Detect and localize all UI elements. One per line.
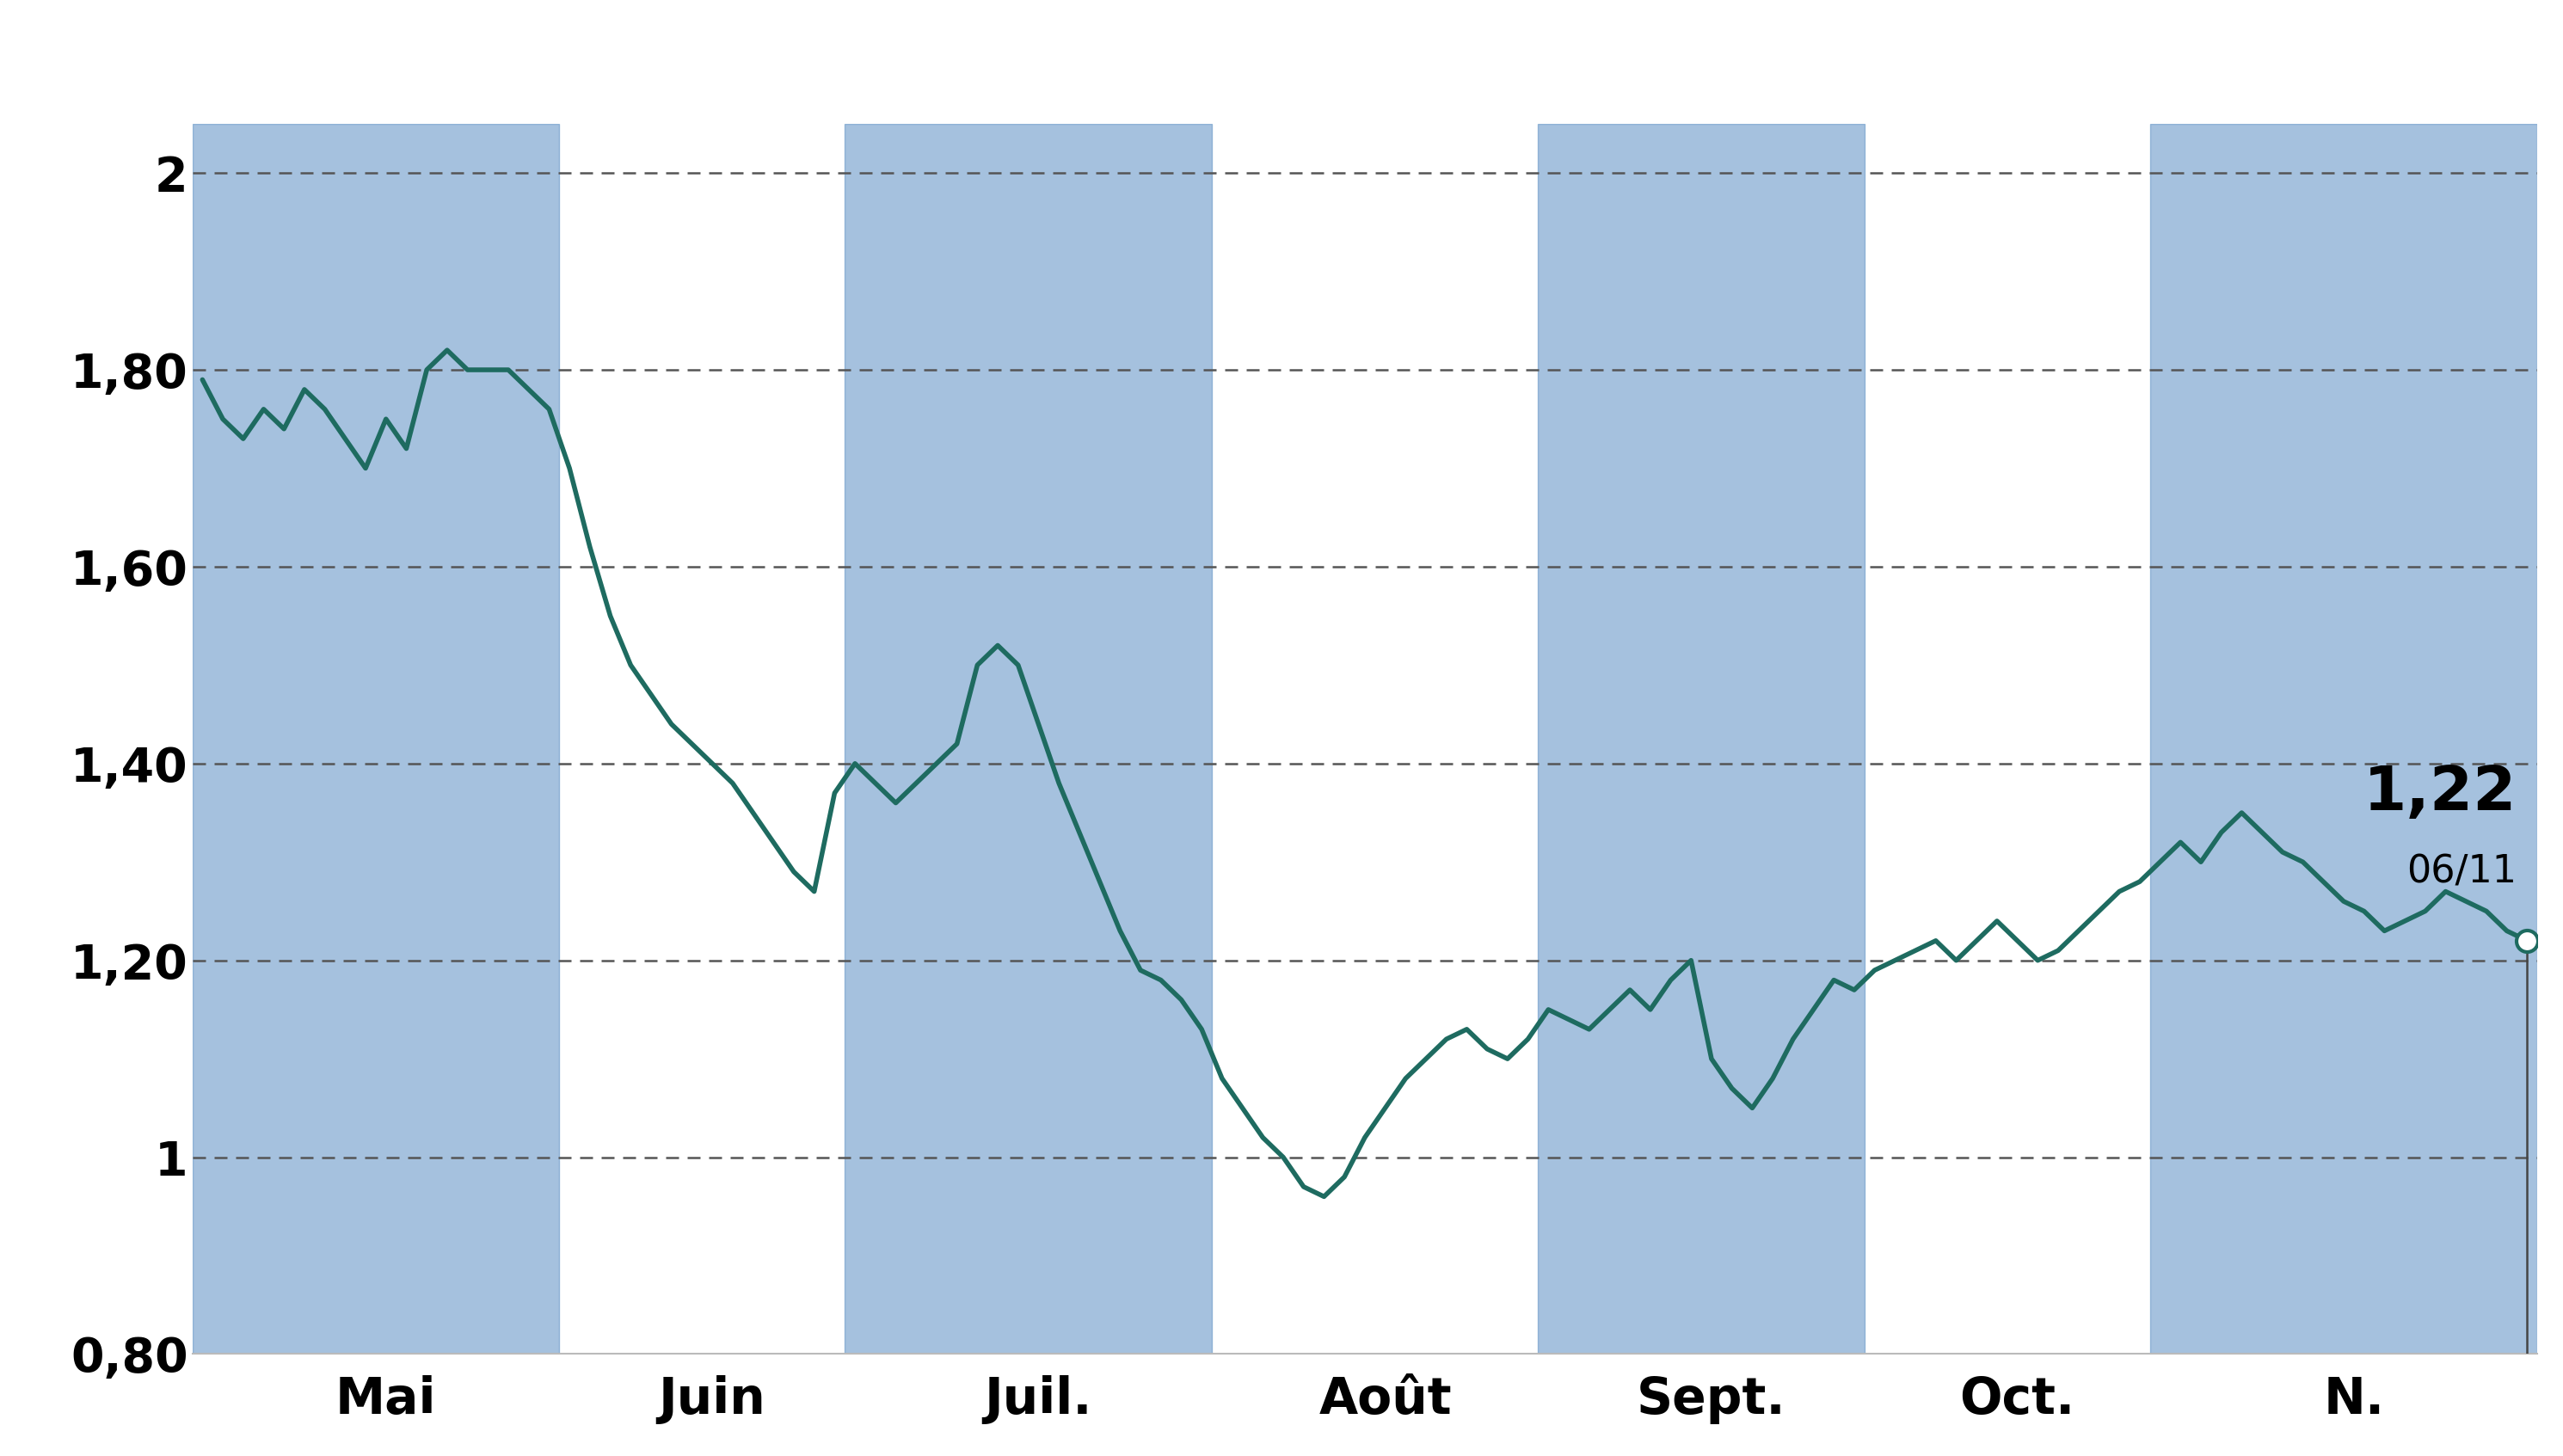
Bar: [192, 124, 559, 1354]
Text: 06/11: 06/11: [2407, 853, 2517, 890]
Text: Ur-Energy Inc.: Ur-Energy Inc.: [953, 7, 1610, 87]
Bar: [2150, 124, 2537, 1354]
Text: 1,22: 1,22: [2363, 763, 2517, 823]
Bar: [846, 124, 1212, 1354]
Bar: [1538, 124, 1863, 1354]
